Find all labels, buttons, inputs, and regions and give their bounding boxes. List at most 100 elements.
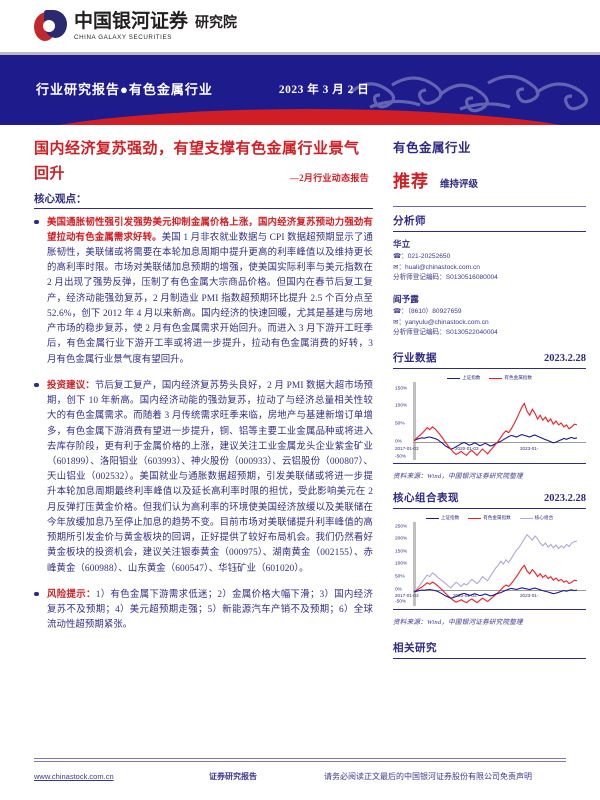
page-footer: www.chinastock.com.cn 证券研究报告 请务必阅读正文最后的中…	[0, 758, 600, 800]
x-tick: 2017-01-03	[395, 446, 419, 452]
x-tick: 2020-01-03	[453, 592, 477, 598]
analyst-card: 华立 ☎：021-20252650 ✉：huali@chinastock.com…	[393, 238, 586, 284]
bullet-item: 投资建议：节后复工复产，国内经济复苏势头良好，2 月 PMI 数据大超市场预期，…	[34, 379, 373, 577]
chart-source-note: 资料来源：Wind，中国银河证券研究院整理	[393, 619, 523, 627]
chart-plot-area: 150% 100% 50% 0% -50% 2017-01-03 2020-01…	[395, 382, 586, 461]
analyst-phone: ：（8610）80927659	[401, 307, 462, 315]
chart-plot-area: 250% 200% 150% 100% 50% 0% -50% 2017-01-…	[395, 522, 586, 607]
legend-item: 上证指数	[447, 375, 480, 381]
footer-divider-bottom	[34, 760, 566, 762]
report-banner: 行业研究报告●有色金属行业 2023 年 3 月 2 日	[0, 55, 600, 125]
core-portfolio-section: 核心组合表现 2023.2.28 上证指数 有色金属指数 核心组合 250% 2…	[393, 490, 586, 626]
report-body: 国内经济复苏强劲，有望支撑有色金属行业景气回升 —2月行业动态报告 核心观点： …	[0, 125, 600, 765]
legend-item: 上证指数	[425, 515, 460, 521]
y-tick: -50%	[395, 454, 407, 460]
chart-legend: 上证指数 有色金属指数	[393, 375, 586, 381]
rating-maintained-label: 维持评级	[440, 180, 479, 190]
footer-website-link[interactable]: www.chinastock.com.cn	[34, 771, 114, 781]
bullet-dot-icon	[34, 588, 47, 634]
legend-item: 核心组合	[519, 515, 554, 521]
bullet-dot-icon	[34, 216, 47, 368]
chart-title-industry-data: 行业数据	[393, 353, 437, 365]
bullet-text: 节后复工复产，国内经济复苏势头良好，2 月 PMI 数据大超市场预期，创下 10…	[47, 380, 373, 574]
core-view-label: 核心观点：	[34, 193, 87, 205]
footer-report-type: 证券研究报告	[209, 771, 257, 781]
logo-institute-label: 研究院	[195, 13, 238, 30]
chart-heading-divider	[393, 508, 586, 510]
legend-label: 上证指数	[462, 375, 481, 381]
bullet-lead: 投资建议：	[47, 380, 95, 391]
chart-bottom-divider	[393, 609, 586, 611]
chart-date-industry-data: 2023.2.28	[544, 353, 586, 365]
legend-label: 有色金属指数	[504, 375, 532, 381]
logo-company-name-cn: 中国银河证券	[74, 10, 189, 32]
report-category-label: 行业研究报告●有色金属行业	[36, 82, 213, 97]
footer-disclaimer: 请务必阅读正文最后的中国银河证券股份有限公司免责声明	[324, 771, 532, 781]
chart-core-portfolio: 上证指数 有色金属指数 核心组合 250% 200% 150% 100% 50%…	[393, 515, 586, 607]
chart-source-note: 资料来源：Wind，中国银河证券研究院整理	[393, 473, 523, 481]
y-tick: 50%	[395, 574, 405, 580]
x-tick: 2017-01-03	[395, 592, 419, 598]
x-tick: 2023-01-	[520, 446, 539, 452]
analyst-name: 阎予露	[393, 293, 419, 304]
bullet-lead: 美国通胀韧性强引发强势美元抑制金属价格上涨，国内经济复苏预动力强劲有望拉动有色金…	[47, 217, 373, 243]
analyst-mail-row: ✉：yanyulu@chinastock.com.cn	[393, 317, 586, 328]
zero-line	[413, 589, 586, 591]
y-axis	[413, 522, 416, 607]
footer-divider-top	[34, 758, 566, 759]
page-subtitle: —2月行业动态报告	[289, 172, 369, 183]
analyst-cert: 分析师登记编码：S0130516080004	[393, 274, 498, 282]
x-tick: 2020-01-03	[455, 446, 479, 452]
y-tick: -50%	[395, 599, 407, 605]
y-axis	[413, 382, 416, 461]
bullet-dot-icon	[34, 379, 47, 577]
rating-row: 推荐 维持评级	[393, 167, 586, 192]
galaxy-logo-icon	[34, 9, 67, 43]
main-column: 国内经济复苏强劲，有望支撑有色金属行业景气回升 —2月行业动态报告 核心观点： …	[0, 125, 385, 765]
legend-item: 有色金属指数	[468, 515, 511, 521]
bullet-text: 美国 1 月非农就业数据与 CPI 数据超预期显示了通胀韧性，美联储或将需要在本…	[47, 232, 374, 365]
core-view-divider	[34, 207, 373, 209]
phone-icon: ☎	[393, 252, 402, 260]
legend-label: 核心组合	[534, 515, 554, 521]
mail-icon: ✉	[393, 317, 399, 326]
analyst-mail-row: ✉：huali@chinastock.com.cn	[393, 262, 586, 273]
chart-lines-industry	[414, 402, 577, 457]
sidebar-divider	[393, 206, 586, 207]
chart-title-core-portfolio: 核心组合表现	[393, 493, 459, 505]
chart-legend: 上证指数 有色金属指数 核心组合	[393, 515, 586, 521]
chart-lines-core	[414, 534, 577, 604]
analyst-phone-row: ☎：（8610）80927659	[393, 306, 586, 317]
industry-data-section: 行业数据 2023.2.28 上证指数 有色金属指数 150% 100% 50%…	[393, 350, 586, 480]
x-tick: 2023-01-	[520, 592, 539, 598]
zero-line	[413, 442, 586, 444]
bullet-item: 美国通胀韧性强引发强势美元抑制金属价格上涨，国内经济复苏预动力强劲有望拉动有色金…	[34, 216, 373, 368]
y-tick: 150%	[395, 386, 408, 392]
banner-top-divider	[0, 52, 600, 55]
analyst-card: 阎予露 ☎：（8610）80927659 ✉：yanyulu@chinastoc…	[393, 293, 586, 339]
y-tick: 50%	[395, 421, 405, 427]
legend-label: 有色金属指数	[483, 515, 511, 521]
brand-header: 中国银河证券 CHINA GALAXY SECURITIES 研究院	[0, 0, 600, 52]
chart-date-core-portfolio: 2023.2.28	[544, 493, 586, 505]
analyst-email[interactable]: ：huali@chinastock.com.cn	[398, 264, 480, 272]
chart-bottom-divider	[393, 463, 586, 465]
analyst-phone-row: ☎：021-20252650	[393, 251, 586, 262]
y-tick: 0%	[395, 587, 402, 592]
chart-heading-divider	[393, 368, 586, 370]
y-tick: 200%	[395, 536, 408, 542]
analyst-heading-divider	[393, 231, 586, 232]
related-research-divider	[393, 658, 586, 660]
status-badge: 推荐	[393, 172, 429, 191]
sector-name: 有色金属行业	[393, 141, 472, 155]
y-tick: 100%	[395, 403, 408, 409]
analyst-email[interactable]: ：yanyulu@chinastock.com.cn	[398, 318, 489, 326]
chart-industry-data: 上证指数 有色金属指数 150% 100% 50% 0% -50% 2017-0…	[393, 375, 586, 461]
analyst-section-heading: 分析师	[393, 216, 426, 227]
legend-label: 上证指数	[440, 515, 460, 521]
y-tick: 100%	[395, 561, 408, 567]
analyst-name: 华立	[393, 239, 411, 249]
sidebar: 有色金属行业 推荐 维持评级 分析师 华立 ☎：021-20252650 ✉：h…	[385, 125, 600, 765]
y-tick: 0%	[395, 439, 402, 445]
bullet-text: 1）有色金属下游需求低迷；2）金属价格大幅下滑；3）国内经济复苏不及预期；4）美…	[47, 589, 373, 631]
